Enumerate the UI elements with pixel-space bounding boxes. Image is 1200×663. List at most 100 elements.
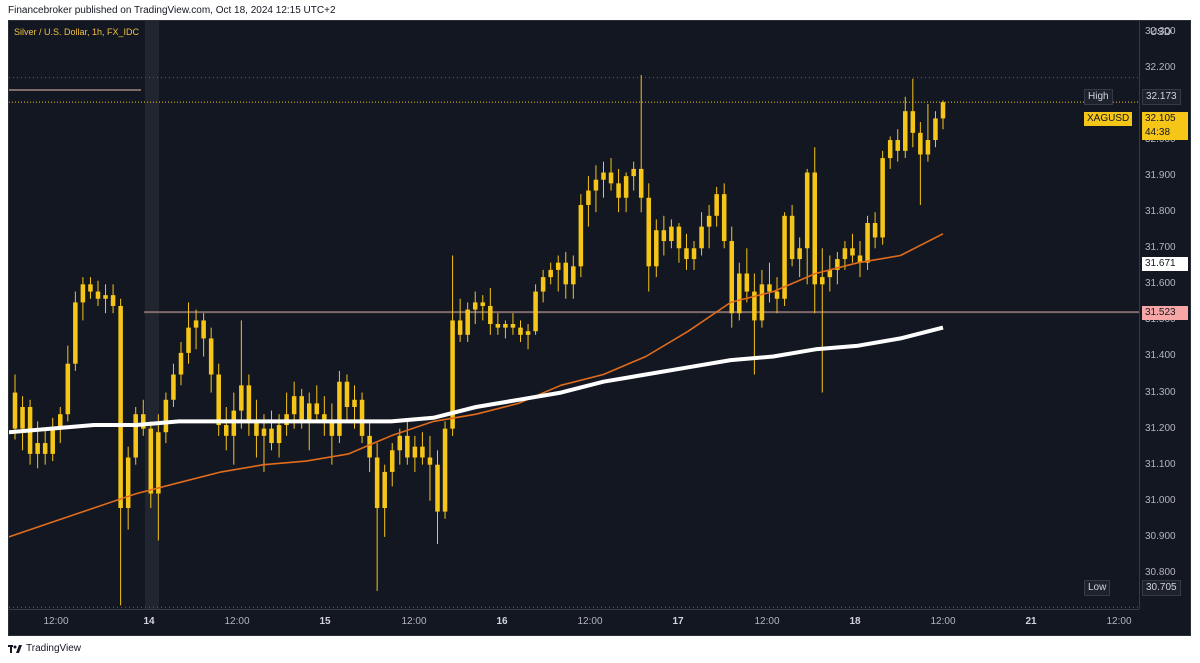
candle-body [812, 172, 818, 285]
candle-body [638, 168, 644, 198]
candle-body [782, 215, 787, 299]
candle-body [110, 295, 116, 306]
price-tick: 31.100 [1145, 458, 1176, 470]
symbol-description[interactable]: Silver / U.S. Dollar, 1h, FX_IDC [14, 27, 140, 37]
low-value: 30.705 [1142, 580, 1181, 596]
candle-body [389, 450, 395, 472]
candle-body [631, 168, 636, 177]
candle-body [797, 248, 802, 260]
candle-body [857, 255, 863, 263]
chart-panel[interactable]: Silver / U.S. Dollar, 1h, FX_IDC USD 32.… [8, 20, 1191, 636]
candle-body [835, 259, 840, 270]
price-axis[interactable]: USD 32.30032.20032.00031.90031.80031.700… [1084, 21, 1190, 609]
ma-value-label: 31.671 [1142, 257, 1188, 271]
candle-body [895, 140, 900, 151]
level-value-label: 31.523 [1142, 306, 1188, 320]
plot-area[interactable]: Silver / U.S. Dollar, 1h, FX_IDC [9, 21, 1139, 609]
candle-body [80, 284, 86, 303]
candle-body [118, 305, 123, 508]
candle-body [918, 132, 923, 155]
candle-body [593, 179, 599, 191]
price-tick: 31.900 [1145, 170, 1176, 182]
candle-body [706, 215, 712, 227]
candle-body [50, 428, 55, 454]
time-tick: 12:00 [43, 616, 69, 627]
candle-body [65, 363, 71, 415]
candle-body [359, 399, 365, 436]
candle-body [586, 190, 591, 205]
time-tick: 18 [849, 616, 861, 627]
price-tick: 31.000 [1145, 494, 1176, 506]
candle-body [752, 291, 757, 321]
brand-name: TradingView [26, 643, 82, 654]
candle-body [314, 403, 320, 415]
candle-body [405, 435, 410, 458]
time-tick: 12:00 [930, 616, 956, 627]
candle-body [480, 302, 486, 306]
candle-body [933, 118, 938, 141]
candle-body [148, 428, 154, 494]
candle-body [322, 414, 327, 422]
candle-body [865, 223, 870, 263]
last-price-label: 32.105 [1142, 112, 1188, 126]
price-tick: 31.800 [1145, 206, 1176, 218]
candle-body [193, 320, 199, 328]
candle-body [397, 435, 403, 451]
price-tick: 30.800 [1145, 566, 1176, 578]
time-tick: 17 [672, 616, 684, 627]
candle-body [12, 392, 18, 429]
symbol-tag: XAGUSD [1084, 112, 1133, 126]
candle-body [842, 248, 848, 260]
candle-body [510, 324, 516, 328]
candle-body [374, 457, 380, 508]
candle-body [555, 262, 561, 270]
slow-moving-average-line [9, 325, 944, 435]
candle-body [42, 443, 48, 454]
candle-body [669, 226, 674, 242]
candle-body [925, 140, 931, 155]
candle-body [261, 428, 267, 436]
candlestick-chart[interactable] [9, 21, 1139, 609]
candle-body [699, 226, 704, 249]
candle-body [269, 428, 274, 444]
candle-body [140, 414, 146, 429]
candle-body [767, 284, 772, 292]
candle-body [201, 320, 206, 339]
price-tick: 31.600 [1145, 278, 1176, 290]
candle-body [804, 172, 810, 249]
candle-body [254, 421, 259, 436]
candle-body [744, 273, 750, 292]
candle-body [125, 457, 131, 508]
price-tick: 31.300 [1145, 386, 1176, 398]
candle-body [239, 385, 244, 411]
time-tick: 12:00 [224, 616, 250, 627]
candle-body [299, 396, 304, 422]
currency-label[interactable]: USD [1150, 27, 1172, 38]
candle-body [488, 305, 493, 325]
candle-body [850, 248, 855, 256]
candle-body [88, 284, 93, 292]
candle-body [133, 414, 138, 458]
candle-body [676, 226, 682, 249]
candle-body [774, 291, 780, 299]
candle-body [571, 266, 576, 285]
price-tick: 30.900 [1145, 530, 1176, 542]
candle-body [171, 374, 176, 400]
price-tick: 31.700 [1145, 242, 1176, 254]
candle-body [337, 381, 342, 436]
time-axis[interactable]: 12:00 14 12:00 15 12:00 16 12:00 17 12:0… [9, 609, 1139, 635]
tradingview-logo-icon [8, 644, 22, 654]
candle-body [103, 295, 108, 299]
candle-body [20, 406, 25, 429]
candle-body [578, 204, 584, 267]
candle-body [186, 327, 191, 353]
candle-body [616, 183, 621, 198]
candle-body [940, 102, 946, 119]
candle-body [352, 399, 357, 407]
candle-body [35, 443, 40, 454]
candle-body [887, 140, 893, 159]
candle-body [163, 399, 169, 433]
candle-body [472, 302, 478, 310]
candle-body [276, 425, 282, 444]
high-value: 32.173 [1142, 89, 1181, 105]
